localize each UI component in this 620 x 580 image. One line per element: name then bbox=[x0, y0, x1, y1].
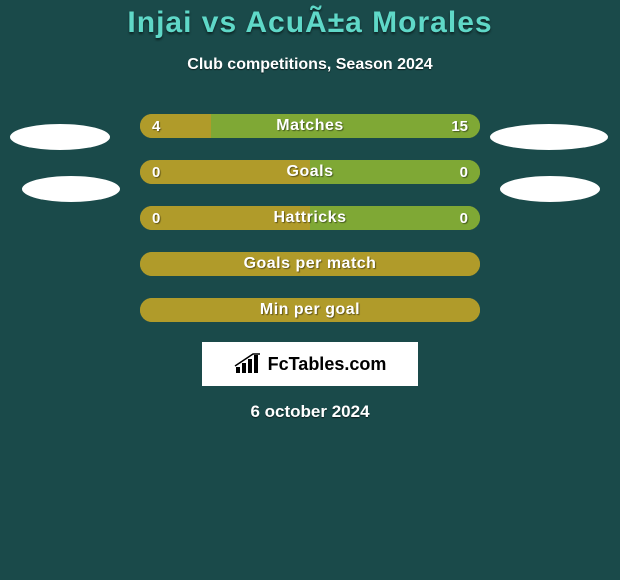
stat-row: Min per goal bbox=[0, 298, 620, 322]
date-label: 6 october 2024 bbox=[0, 402, 620, 422]
stat-label: Min per goal bbox=[140, 298, 480, 322]
decorative-ellipse bbox=[10, 124, 110, 150]
decorative-ellipse bbox=[490, 124, 608, 150]
stat-row: Goals per match bbox=[0, 252, 620, 276]
bar-chart-icon bbox=[234, 353, 262, 375]
stat-label: Goals per match bbox=[140, 252, 480, 276]
stat-label: Hattricks bbox=[140, 206, 480, 230]
stat-bar: Goals per match bbox=[140, 252, 480, 276]
decorative-ellipse bbox=[500, 176, 600, 202]
page-title: Injai vs AcuÃ±a Morales bbox=[0, 0, 620, 40]
stat-bar: 415Matches bbox=[140, 114, 480, 138]
logo-box: FcTables.com bbox=[202, 342, 418, 386]
subtitle: Club competitions, Season 2024 bbox=[0, 56, 620, 74]
stat-bar: 00Goals bbox=[140, 160, 480, 184]
stat-label: Matches bbox=[140, 114, 480, 138]
stat-bar: Min per goal bbox=[140, 298, 480, 322]
decorative-ellipse bbox=[22, 176, 120, 202]
stat-row: 00Hattricks bbox=[0, 206, 620, 230]
logo-text: FcTables.com bbox=[268, 354, 387, 375]
infographic-canvas: Injai vs AcuÃ±a Morales Club competition… bbox=[0, 0, 620, 580]
stat-bar: 00Hattricks bbox=[140, 206, 480, 230]
stat-label: Goals bbox=[140, 160, 480, 184]
